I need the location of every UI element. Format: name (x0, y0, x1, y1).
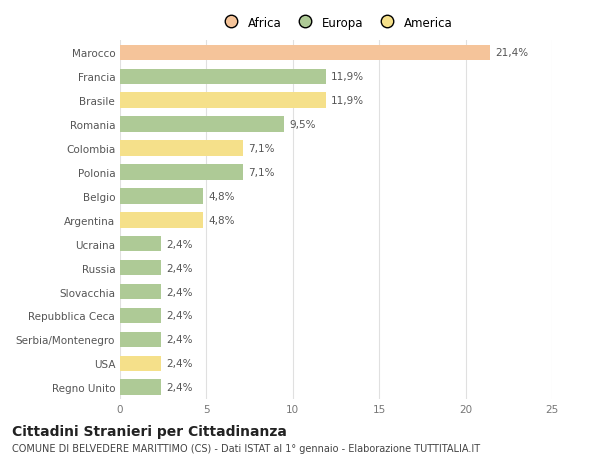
Text: 7,1%: 7,1% (248, 168, 274, 178)
Bar (120, 189, 203, 204)
Text: 4,8%: 4,8% (208, 215, 235, 225)
Text: COMUNE DI BELVEDERE MARITTIMO (CS) - Dati ISTAT al 1° gennaio - Elaborazione TUT: COMUNE DI BELVEDERE MARITTIMO (CS) - Dat… (12, 443, 480, 453)
Bar (120, 213, 203, 228)
Bar (120, 69, 326, 85)
Text: 21,4%: 21,4% (495, 48, 528, 58)
Text: 11,9%: 11,9% (331, 72, 364, 82)
Bar (120, 332, 161, 347)
Legend: Africa, Europa, America: Africa, Europa, America (217, 14, 455, 32)
Text: 2,4%: 2,4% (167, 263, 193, 273)
Text: 2,4%: 2,4% (167, 287, 193, 297)
Text: 9,5%: 9,5% (289, 120, 316, 130)
Bar (120, 236, 161, 252)
Text: 11,9%: 11,9% (331, 96, 364, 106)
Text: 7,1%: 7,1% (248, 144, 274, 154)
Text: Cittadini Stranieri per Cittadinanza: Cittadini Stranieri per Cittadinanza (12, 425, 287, 438)
Bar (120, 165, 242, 180)
Bar (120, 308, 161, 324)
Bar (120, 260, 161, 276)
Text: 4,8%: 4,8% (208, 191, 235, 202)
Bar (120, 284, 161, 300)
Bar (120, 380, 161, 395)
Bar (120, 356, 161, 371)
Text: 2,4%: 2,4% (167, 311, 193, 321)
Bar (120, 117, 284, 133)
Text: 2,4%: 2,4% (167, 382, 193, 392)
Bar (120, 141, 242, 157)
Text: 2,4%: 2,4% (167, 358, 193, 369)
Text: 2,4%: 2,4% (167, 239, 193, 249)
Bar (120, 93, 326, 109)
Bar (120, 45, 490, 61)
Text: 2,4%: 2,4% (167, 335, 193, 345)
